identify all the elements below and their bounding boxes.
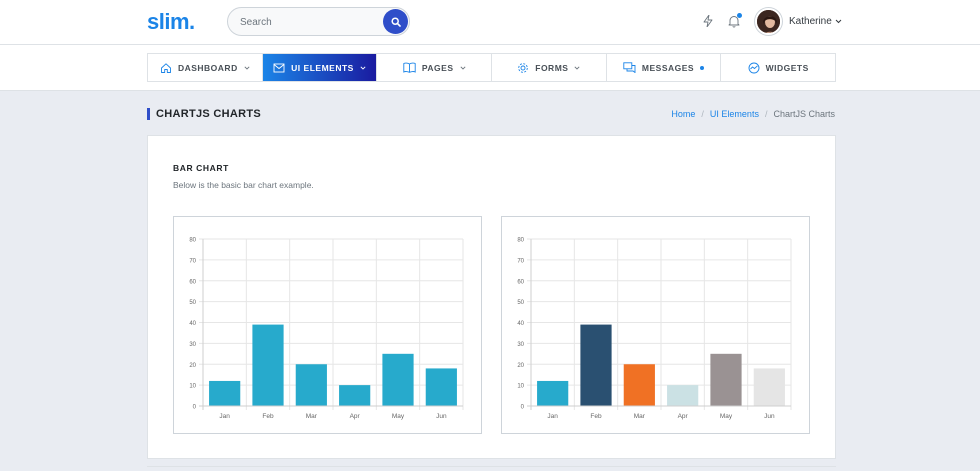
notification-dot (737, 13, 742, 18)
bar-jan (537, 380, 569, 406)
page-title: CHARTJS CHARTS (147, 108, 261, 120)
bar-chart-2: 0 10 20 30 40 50 60 70 80 Jan Feb Mar Apr May Jun (501, 216, 810, 434)
search-button[interactable] (383, 9, 408, 34)
nav-label-pages: PAGES (421, 62, 454, 73)
notification-button[interactable] (726, 13, 742, 29)
bar-chart-2-canvas: 0 10 20 30 40 50 60 70 80 Jan Feb Mar Apr May Jun (517, 238, 792, 420)
y-tick-label: 70 (189, 258, 196, 264)
x-tick-label: Jan (219, 413, 230, 420)
y-tick-label: 10 (189, 384, 196, 390)
y-tick-label: 10 (517, 384, 524, 390)
y-tick-label: 0 (521, 405, 525, 411)
chevron-down-icon (835, 19, 842, 24)
breadcrumb-separator: / (701, 109, 704, 119)
gauge-icon (748, 62, 760, 73)
bar-chart-card: BAR CHART Below is the basic bar chart e… (147, 135, 836, 459)
bar-apr (667, 385, 699, 406)
y-tick-label: 50 (517, 300, 524, 306)
home-icon (161, 62, 171, 73)
breadcrumb-home[interactable]: Home (671, 109, 696, 119)
nav-item-messages[interactable]: MESSAGES (607, 54, 722, 81)
nav-item-dashboard[interactable]: DASHBOARD (148, 54, 263, 81)
y-tick-label: 60 (189, 279, 196, 285)
nav-item-widgets[interactable]: WIDGETS (721, 54, 835, 81)
bar-jan (209, 380, 241, 406)
bar-may (382, 353, 414, 406)
x-tick-label: Apr (350, 413, 361, 420)
avatar[interactable] (755, 8, 782, 35)
x-tick-label: Jan (547, 413, 558, 420)
search-box (227, 7, 410, 36)
x-tick-label: May (720, 413, 733, 420)
lightning-icon (703, 15, 713, 27)
main-nav: DASHBOARD UI ELEMENTS PAGES FORMS (147, 53, 836, 82)
nav-label-forms: FORMS (535, 62, 569, 73)
bar-chart-1-canvas: 0 10 20 30 40 50 60 70 80 Jan Feb Mar Apr May Jun (189, 238, 464, 420)
bar-feb (580, 324, 612, 406)
breadcrumb-separator: / (764, 109, 768, 119)
bell-icon (728, 15, 740, 28)
breadcrumb-ui-elements[interactable]: UI Elements (709, 109, 759, 119)
user-menu[interactable]: Katherine (789, 16, 842, 27)
chat-icon (623, 62, 636, 73)
nav-label-widgets: WIDGETS (765, 62, 809, 73)
next-card-edge (147, 466, 836, 471)
y-tick-label: 30 (189, 342, 196, 348)
bar-may (710, 353, 742, 406)
lightning-button[interactable] (700, 13, 716, 29)
avatar-image (757, 10, 780, 33)
chevron-down-icon (360, 65, 366, 70)
book-icon (403, 62, 416, 73)
bar-feb (252, 324, 284, 406)
y-tick-label: 0 (193, 405, 197, 411)
gear-icon (518, 62, 529, 73)
bar-apr (339, 385, 371, 406)
card-title: BAR CHART (173, 163, 229, 173)
x-tick-label: May (392, 413, 405, 420)
y-tick-label: 40 (517, 321, 524, 327)
bar-jun (753, 368, 785, 406)
nav-label-dashboard: DASHBOARD (177, 62, 238, 73)
bar-mar (295, 364, 327, 406)
x-tick-label: Feb (590, 413, 602, 420)
x-tick-label: Jun (436, 413, 447, 420)
nav-item-ui-elements[interactable]: UI ELEMENTS (262, 54, 378, 81)
breadcrumb-current: ChartJS Charts (773, 109, 835, 119)
y-tick-label: 70 (517, 258, 524, 264)
search-icon (390, 16, 401, 27)
card-subtitle: Below is the basic bar chart example. (173, 180, 314, 190)
x-tick-label: Mar (634, 413, 646, 420)
bar-jun (425, 368, 457, 406)
y-tick-label: 20 (517, 363, 524, 369)
y-tick-label: 80 (517, 238, 524, 244)
user-name: Katherine (789, 16, 832, 27)
search-input[interactable] (240, 14, 380, 30)
x-tick-label: Apr (678, 413, 689, 420)
bar-mar (623, 364, 655, 406)
y-tick-label: 80 (189, 238, 196, 244)
y-tick-label: 60 (517, 279, 524, 285)
nav-item-forms[interactable]: FORMS (492, 54, 607, 81)
bar-chart-1: 0 10 20 30 40 50 60 70 80 Jan Feb Mar Apr May Jun (173, 216, 482, 434)
nav-label-messages: MESSAGES (641, 62, 695, 73)
x-tick-label: Feb (262, 413, 274, 420)
chevron-down-icon (244, 65, 250, 70)
y-tick-label: 20 (189, 363, 196, 369)
top-header: slim. Katherine (0, 0, 980, 45)
x-tick-label: Jun (764, 413, 775, 420)
envelope-icon (273, 63, 285, 72)
breadcrumb: Home / UI Elements / ChartJS Charts (671, 109, 835, 119)
nav-label-ui-elements: UI ELEMENTS (291, 62, 354, 73)
nav-item-pages[interactable]: PAGES (377, 54, 493, 81)
y-tick-label: 40 (189, 321, 196, 327)
y-tick-label: 30 (517, 342, 524, 348)
chevron-down-icon (574, 65, 580, 70)
chevron-down-icon (459, 65, 466, 70)
logo[interactable]: slim. (147, 9, 195, 34)
main-navbar: DASHBOARD UI ELEMENTS PAGES FORMS (0, 45, 980, 91)
messages-dot (700, 65, 705, 70)
x-tick-label: Mar (306, 413, 318, 420)
y-tick-label: 50 (189, 300, 196, 306)
